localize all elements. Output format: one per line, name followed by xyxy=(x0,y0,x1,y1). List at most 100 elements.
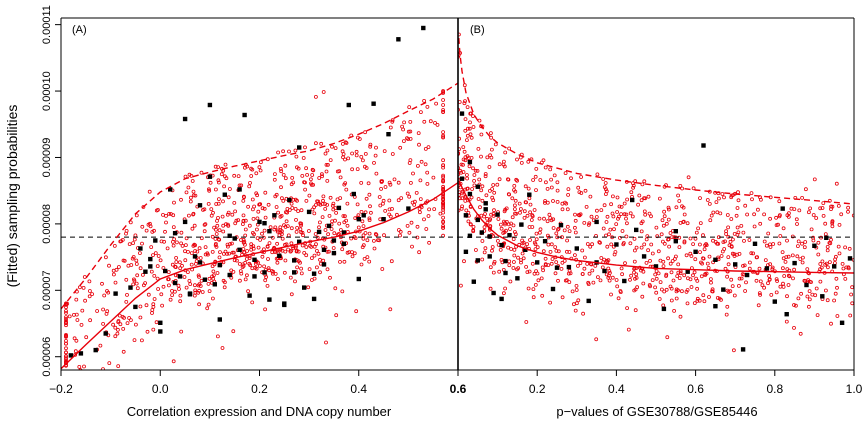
highlighted-point xyxy=(622,278,627,284)
sample-point xyxy=(716,255,720,260)
sample-point xyxy=(418,110,423,114)
sample-point xyxy=(427,240,432,245)
sample-point xyxy=(805,267,810,272)
sample-point xyxy=(620,229,625,233)
sample-point xyxy=(287,208,292,212)
sample-point xyxy=(213,164,218,169)
sample-point xyxy=(138,304,143,309)
sample-point xyxy=(666,217,671,222)
sample-point xyxy=(77,364,82,369)
sample-point xyxy=(774,277,779,282)
sample-point xyxy=(633,248,637,253)
sample-point xyxy=(514,211,519,216)
sample-point xyxy=(628,241,633,246)
sample-point xyxy=(286,247,291,252)
sample-point xyxy=(362,256,367,261)
sample-point xyxy=(161,284,166,289)
sample-point xyxy=(228,242,233,246)
sample-point xyxy=(548,300,552,305)
sample-point xyxy=(304,166,309,171)
sample-point xyxy=(306,285,311,290)
sample-point xyxy=(726,255,731,260)
highlighted-point xyxy=(467,191,473,197)
sample-point xyxy=(341,214,346,218)
x-tick-label: 1.0 xyxy=(846,382,863,396)
sample-point xyxy=(211,273,216,278)
highlighted-point xyxy=(306,209,312,215)
sample-point xyxy=(781,226,786,231)
sample-point xyxy=(807,289,812,294)
sample-point xyxy=(604,187,608,192)
highlighted-point xyxy=(341,230,347,235)
sample-point xyxy=(469,135,474,140)
highlighted-point xyxy=(475,258,480,263)
sample-point xyxy=(352,251,357,256)
sample-point xyxy=(827,240,832,245)
sample-point xyxy=(695,286,699,291)
sample-point xyxy=(479,154,483,159)
sample-point xyxy=(128,318,133,323)
sample-point xyxy=(517,201,522,206)
sample-point xyxy=(670,259,675,263)
sample-point xyxy=(476,146,481,151)
highlighted-point xyxy=(351,191,356,197)
sample-point xyxy=(330,219,335,224)
sample-point xyxy=(237,261,242,266)
sample-point xyxy=(266,202,271,207)
sample-point xyxy=(521,256,526,261)
sample-point xyxy=(662,241,667,246)
sample-point xyxy=(565,207,570,212)
sample-point xyxy=(702,299,707,304)
sample-point xyxy=(813,293,818,298)
sample-point xyxy=(338,228,343,232)
highlighted-point xyxy=(172,231,178,236)
highlighted-point xyxy=(586,298,591,304)
sample-point xyxy=(507,146,512,151)
sample-point xyxy=(405,191,410,196)
sample-point xyxy=(242,165,247,170)
sample-point xyxy=(824,288,828,293)
sample-point xyxy=(768,216,772,221)
sample-point xyxy=(132,237,137,242)
sample-point xyxy=(465,126,470,131)
sample-point xyxy=(711,260,715,265)
sample-point xyxy=(680,186,684,191)
sample-point xyxy=(281,198,286,203)
sample-point xyxy=(570,289,575,294)
sample-point xyxy=(155,276,160,281)
sample-point xyxy=(624,234,629,239)
highlighted-point xyxy=(361,213,366,218)
sample-point xyxy=(192,293,197,298)
sample-point xyxy=(545,186,550,191)
sample-point xyxy=(342,220,347,225)
sample-point xyxy=(299,208,304,213)
sample-point xyxy=(556,249,561,254)
sample-point xyxy=(476,197,481,201)
sample-point xyxy=(695,298,700,303)
sample-point xyxy=(644,260,649,265)
highlighted-point xyxy=(158,320,163,325)
sample-point xyxy=(709,277,713,282)
sample-point xyxy=(709,280,713,285)
sample-point xyxy=(488,286,493,291)
sample-point xyxy=(792,207,797,212)
sample-point xyxy=(215,271,220,275)
sample-point xyxy=(263,215,268,220)
sample-point xyxy=(345,201,350,206)
sample-point xyxy=(549,242,554,247)
sample-point xyxy=(519,207,523,211)
sample-point xyxy=(524,264,528,269)
sample-point xyxy=(777,214,782,219)
sample-point xyxy=(138,266,143,271)
sample-point xyxy=(441,178,446,183)
highlighted-point xyxy=(653,264,659,269)
sample-point xyxy=(602,203,607,208)
sample-point xyxy=(210,249,215,254)
highlighted-point xyxy=(237,247,242,252)
panel-b-x-ticks: 0.2 0.4 0.6 0.8 1.0 xyxy=(529,370,863,396)
sample-point xyxy=(837,222,842,227)
sample-point xyxy=(146,222,151,227)
sample-point xyxy=(107,361,112,366)
sample-point xyxy=(758,292,762,297)
sample-point xyxy=(263,190,268,195)
